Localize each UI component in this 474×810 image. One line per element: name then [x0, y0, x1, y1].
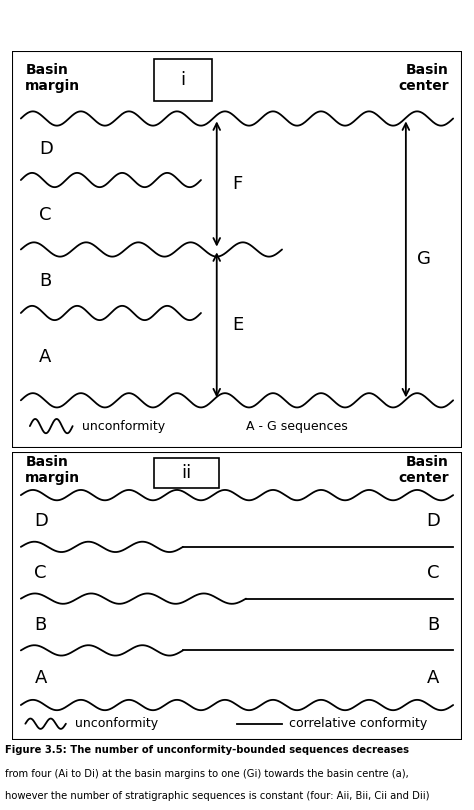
- Text: ii: ii: [181, 464, 191, 482]
- Text: B: B: [39, 272, 51, 290]
- Text: D: D: [34, 512, 48, 530]
- Text: Basin
center: Basin center: [398, 455, 448, 485]
- Text: unconformity: unconformity: [82, 420, 165, 433]
- Text: C: C: [34, 564, 47, 582]
- Text: A: A: [427, 669, 439, 687]
- Text: unconformity: unconformity: [75, 717, 158, 730]
- Bar: [154, 59, 212, 100]
- Text: A: A: [34, 669, 47, 687]
- Text: Basin
margin: Basin margin: [26, 63, 81, 93]
- Text: correlative conformity: correlative conformity: [289, 717, 427, 730]
- Text: A: A: [39, 347, 51, 365]
- Text: however the number of stratigraphic sequences is constant (four: Aii, Bii, Cii a: however the number of stratigraphic sequ…: [5, 791, 429, 801]
- Bar: [154, 458, 219, 488]
- Text: Basin
center: Basin center: [398, 63, 448, 93]
- Text: B: B: [428, 616, 439, 633]
- Text: A - G sequences: A - G sequences: [246, 420, 348, 433]
- Text: D: D: [39, 140, 53, 158]
- Text: B: B: [34, 616, 46, 633]
- Text: Figure 3.5: The number of unconformity-bounded sequences decreases: Figure 3.5: The number of unconformity-b…: [5, 745, 409, 755]
- Text: F: F: [232, 175, 243, 193]
- Text: Basin
margin: Basin margin: [26, 455, 81, 485]
- Text: C: C: [427, 564, 439, 582]
- Text: C: C: [39, 206, 51, 224]
- Text: G: G: [417, 250, 431, 268]
- Text: from four (Ai to Di) at the basin margins to one (Gi) towards the basin centre (: from four (Ai to Di) at the basin margin…: [5, 769, 409, 779]
- Text: i: i: [181, 70, 185, 89]
- Text: D: D: [426, 512, 439, 530]
- Text: E: E: [232, 316, 244, 334]
